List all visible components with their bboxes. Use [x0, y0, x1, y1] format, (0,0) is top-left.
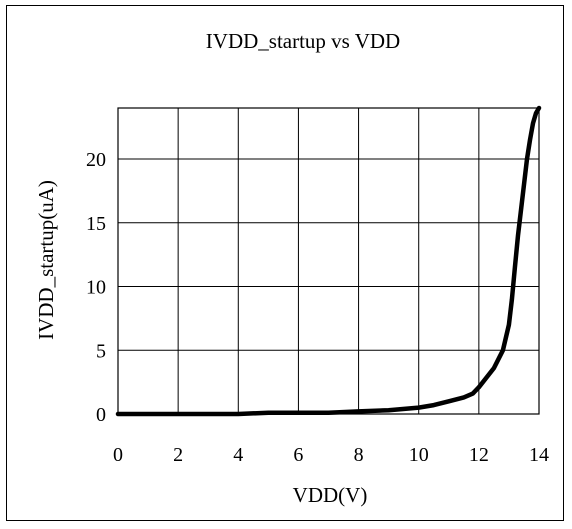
grid: [117, 108, 540, 415]
x-tick-labels: 0 2 4 6 8 10 12 14: [113, 444, 549, 466]
x-tick-label: 10: [409, 444, 429, 466]
plot-area: [117, 107, 540, 415]
y-tick-label: 5: [96, 340, 106, 362]
x-tick-label: 2: [173, 444, 183, 466]
y-tick-label: 0: [96, 404, 106, 426]
y-tick-label: 20: [86, 149, 106, 171]
x-tick-label: 4: [233, 444, 243, 466]
series-line: [115, 105, 542, 417]
x-tick-label: 12: [469, 444, 489, 466]
chart-title: IVDD_startup vs VDD: [206, 29, 400, 53]
y-tick-label: 10: [86, 277, 106, 299]
y-tick-label: 15: [86, 213, 106, 235]
x-axis-label: VDD(V): [293, 483, 368, 507]
chart-frame: [6, 5, 564, 521]
x-tick-label: 0: [113, 444, 123, 466]
y-tick-labels: 0 5 10 15 20: [86, 149, 106, 426]
y-axis-label: IVDD_startup(uA): [34, 180, 58, 340]
x-tick-label: 6: [293, 444, 303, 466]
x-tick-label: 14: [529, 444, 549, 466]
x-tick-label: 8: [354, 444, 364, 466]
